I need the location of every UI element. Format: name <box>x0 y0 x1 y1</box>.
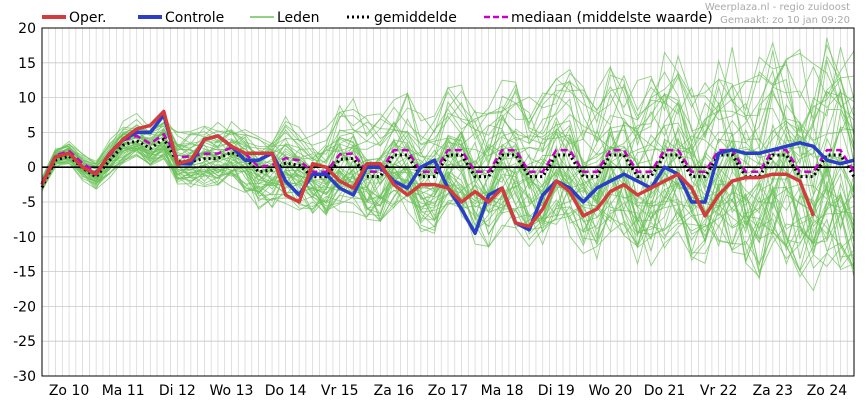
y-tick-label: -25 <box>13 334 36 350</box>
y-tick-label: -5 <box>22 195 36 211</box>
ensemble-member-line <box>41 147 855 265</box>
legend-label-gemiddelde: gemiddelde <box>374 10 457 26</box>
ensemble-member-lines <box>41 37 855 292</box>
legend: Oper. Controle Leden gemiddelde mediaan … <box>42 10 713 26</box>
y-tick-label: 5 <box>27 125 36 141</box>
y-tick-label: -30 <box>13 369 36 385</box>
ensemble-member-line <box>41 50 855 179</box>
y-tick-label: -15 <box>13 265 36 281</box>
x-tick-label: Do 21 <box>644 383 686 399</box>
series-lines <box>40 109 856 236</box>
y-tick-label: -10 <box>13 230 36 246</box>
x-tick-label: Zo 24 <box>807 383 848 399</box>
ensemble-member-line <box>41 47 855 178</box>
x-tick-label: Vr 15 <box>321 383 359 399</box>
x-tick-labels: Zo 10 Ma 11 Di 12 Wo 13 Do 14 Vr 15 Za 16 Zo 17… <box>49 383 847 399</box>
x-tick-label: Zo 17 <box>428 383 468 399</box>
x-tick-label: Ma 11 <box>102 383 145 399</box>
x-tick-label: Do 14 <box>265 383 307 399</box>
x-tick-label: Wo 20 <box>588 383 632 399</box>
x-tick-label: Di 19 <box>538 383 575 399</box>
credit-line-1: Weerplaza.nl - regio zuidoost <box>705 2 850 13</box>
ensemble-member-line <box>41 141 855 254</box>
plot-frame <box>41 27 855 377</box>
ensemble-member-line <box>41 108 855 220</box>
legend-label-mediaan: mediaan (middelste waarde) <box>511 10 713 26</box>
x-tick-label: Di 12 <box>159 383 196 399</box>
y-tick-label: 20 <box>18 21 36 37</box>
x-tick-label: Za 23 <box>753 383 793 399</box>
y-tick-label: -20 <box>13 299 36 315</box>
ensemble-member-line <box>41 143 855 281</box>
legend-label-leden: Leden <box>277 10 320 26</box>
x-tick-label: Zo 10 <box>49 383 89 399</box>
x-tick-label: Vr 22 <box>700 383 738 399</box>
ensemble-member-line <box>41 43 855 185</box>
legend-label-controle: Controle <box>165 10 224 26</box>
ensemble-member-line <box>41 145 855 266</box>
x-tick-label: Za 16 <box>374 383 415 399</box>
ensemble-member-line <box>41 145 855 278</box>
y-tick-labels: 20 15 10 5 0 -5 -10 -15 -20 -25 -30 <box>13 21 36 385</box>
y-tick-label: 0 <box>27 160 36 176</box>
y-tick-label: 10 <box>18 91 36 107</box>
oper-line <box>40 109 816 229</box>
legend-label-oper: Oper. <box>69 10 106 26</box>
x-tick-label: Ma 18 <box>481 383 524 399</box>
x-tick-label: Wo 13 <box>210 383 254 399</box>
ensemble-member-line <box>41 119 855 199</box>
y-tick-label: 15 <box>18 56 36 72</box>
ensemble-member-line <box>41 149 855 275</box>
ensemble-member-line <box>41 144 855 273</box>
credit-line-2: Gemaakt: zo 10 jan 09:20 <box>720 15 850 26</box>
ensemble-member-line <box>41 110 855 208</box>
